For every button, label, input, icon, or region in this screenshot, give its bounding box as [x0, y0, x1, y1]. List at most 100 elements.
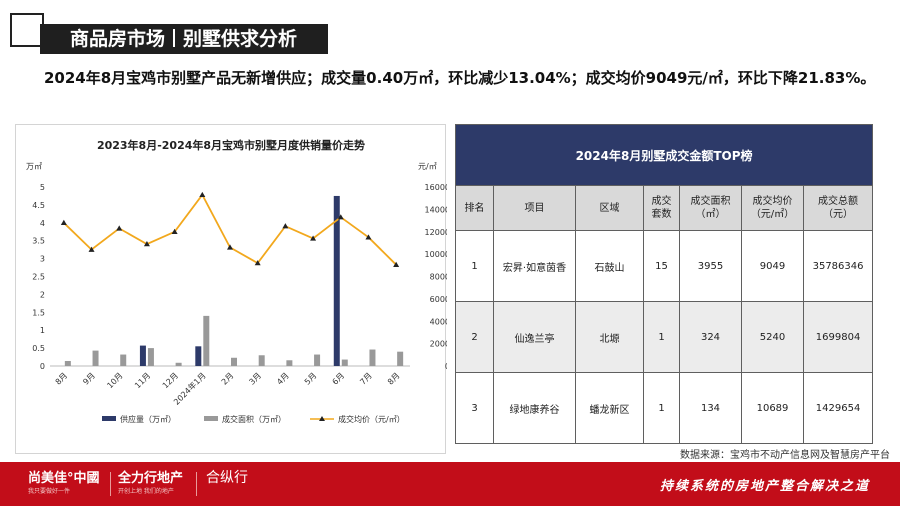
- cell-project: 绿地康养谷: [493, 372, 576, 444]
- header-area: 成交面积 （㎡）: [679, 185, 742, 231]
- cell-district: 蟠龙新区: [575, 372, 644, 444]
- bar-deal-area: [175, 362, 182, 366]
- left-tick-label: 1: [40, 326, 45, 335]
- footer-divider: [110, 472, 111, 496]
- table-title: 2024年8月别墅成交金额TOP榜: [454, 124, 874, 186]
- bar-supply: [333, 195, 340, 366]
- x-tick-label: 9月: [81, 371, 97, 387]
- table-row: 2 仙逸兰亭 北塬 1 324 5240 1699804: [455, 301, 874, 373]
- cell-units: 1: [643, 301, 680, 373]
- title-bar: [40, 24, 328, 54]
- chart-panel: 2023年8月-2024年8月宝鸡市别墅月度供销量价走势 万㎡ 元/㎡ 0 0.5…: [15, 124, 447, 454]
- left-tick-label: 3.5: [32, 237, 45, 246]
- bar-deal-area: [369, 349, 376, 366]
- left-axis-unit: 万㎡: [26, 162, 42, 171]
- title-square-decoration: [10, 13, 44, 47]
- point-avg-price: [282, 223, 289, 229]
- footer-divider: [196, 472, 197, 496]
- bar-deal-area: [341, 359, 348, 366]
- right-tick-label: 10000: [425, 250, 447, 259]
- cell-project: 仙逸兰亭: [493, 301, 576, 373]
- bar-deal-area: [92, 350, 99, 366]
- footer-logo-hezongxing: 合纵行: [206, 470, 248, 486]
- header-units-label: 成交 套数: [651, 196, 672, 220]
- cell-total: 1429654: [802, 372, 874, 444]
- cell-avg-price: 10689: [741, 372, 804, 444]
- page-title-main: 商品房市场: [70, 28, 166, 50]
- right-tick-label: 14000: [425, 205, 447, 214]
- point-avg-price: [171, 228, 178, 234]
- cell-rank: 2: [455, 301, 494, 373]
- point-avg-price: [254, 260, 261, 266]
- left-tick-label: 2.5: [32, 273, 45, 282]
- bar-deal-area: [147, 348, 154, 366]
- header-rank-label: 排名: [464, 202, 485, 214]
- header-area-label: 成交面积 （㎡）: [690, 196, 731, 220]
- table-row: 1 宏昇·如意茵香 石鼓山 15 3955 9049 35786346: [455, 230, 874, 302]
- legend-swatch-price-marker: [319, 416, 325, 421]
- x-tick-label: 3月: [247, 371, 263, 387]
- header-rank: 排名: [455, 185, 494, 231]
- bar-deal-area: [120, 354, 127, 366]
- cell-total: 1699804: [802, 301, 874, 373]
- legend-label-deal-area: 成交面积（万㎡）: [222, 414, 286, 424]
- cell-avg-price: 5240: [741, 301, 804, 373]
- bar-deal-area: [397, 351, 404, 366]
- cell-area: 324: [679, 301, 742, 373]
- point-avg-price: [60, 219, 67, 225]
- right-tick-label: 0: [445, 362, 447, 371]
- cell-total: 35786346: [802, 230, 874, 302]
- right-tick-label: 8000: [430, 273, 447, 282]
- legend-label-price: 成交均价（元/㎡）: [338, 414, 405, 424]
- cell-area: 3955: [679, 230, 742, 302]
- point-avg-price: [143, 241, 150, 247]
- x-tick-label: 8月: [386, 371, 402, 387]
- header-project-label: 项目: [524, 202, 545, 214]
- table-header-row: 排名 项目 区域 成交 套数 成交面积 （㎡） 成交均价 （元/㎡） 成交总额 …: [455, 185, 874, 231]
- legend-swatch-supply: [102, 416, 116, 421]
- right-tick-label: 6000: [430, 295, 447, 304]
- title-separator: [173, 29, 176, 47]
- cell-rank: 1: [455, 230, 494, 302]
- point-avg-price: [365, 234, 372, 240]
- cell-avg-price: 9049: [741, 230, 804, 302]
- table-row: 3 绿地康养谷 蟠龙新区 1 134 10689 1429654: [455, 372, 874, 444]
- top-deals-table: 2024年8月别墅成交金额TOP榜 排名 项目 区域 成交 套数 成交面积 （㎡…: [454, 124, 874, 444]
- header-district-label: 区域: [599, 202, 620, 214]
- header-project: 项目: [493, 185, 576, 231]
- header-avg-price: 成交均价 （元/㎡）: [741, 185, 804, 231]
- chart-title: 2023年8月-2024年8月宝鸡市别墅月度供销量价走势: [97, 138, 365, 152]
- point-avg-price: [199, 191, 206, 198]
- left-tick-label: 4.5: [32, 201, 45, 210]
- header-district: 区域: [575, 185, 644, 231]
- x-tick-label: 5月: [303, 371, 319, 387]
- left-tick-label: 0: [40, 362, 45, 371]
- header-avg-price-label: 成交均价 （元/㎡）: [750, 196, 795, 220]
- page-title: 商品房市场 别墅供求分析: [70, 26, 297, 52]
- cell-rank: 3: [455, 372, 494, 444]
- x-tick-label: 2月: [220, 371, 236, 387]
- bar-deal-area: [231, 357, 237, 366]
- header-total-label: 成交总额 （元）: [818, 196, 859, 220]
- x-tick-label: 4月: [275, 371, 291, 387]
- footer-logo-quanlixing: 全力行地产: [118, 471, 184, 486]
- point-avg-price: [310, 235, 317, 241]
- x-tick-label: 7月: [358, 371, 374, 387]
- page-title-sub: 别墅供求分析: [183, 28, 298, 50]
- x-tick-label: 8月: [54, 371, 70, 387]
- header-units: 成交 套数: [643, 185, 680, 231]
- x-tick-label: 12月: [161, 371, 180, 390]
- bar-supply: [139, 345, 146, 366]
- cell-area: 134: [679, 372, 742, 444]
- right-tick-label: 12000: [425, 228, 447, 237]
- footer-bar: 尚美佳°中國 我只要做好一件 全力行地产 开创上地 我们的地产 合纵行 持续系统…: [0, 462, 900, 506]
- point-avg-price: [393, 261, 400, 267]
- line-avg-price: [63, 193, 397, 266]
- left-tick-label: 2: [40, 290, 45, 299]
- left-tick-label: 3: [40, 255, 45, 264]
- bar-deal-area: [314, 354, 321, 366]
- left-tick-label: 4: [40, 219, 45, 228]
- footer-logo-quanlixing-tagline: 开创上地 我们的地产: [118, 488, 174, 495]
- point-avg-price: [337, 214, 344, 220]
- bar-supply: [195, 346, 202, 366]
